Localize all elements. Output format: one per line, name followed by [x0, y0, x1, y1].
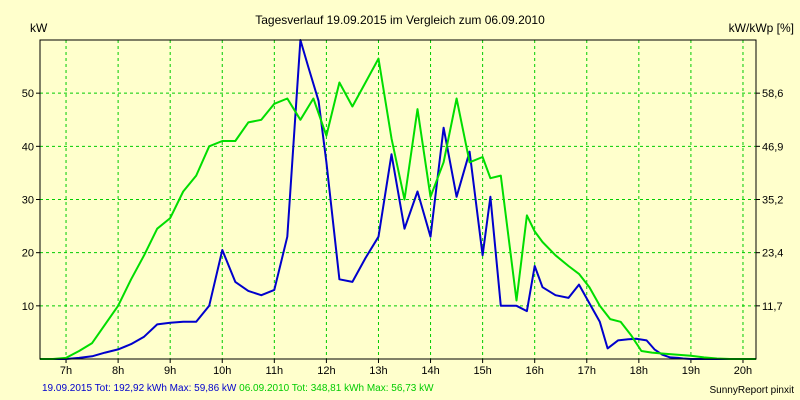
- x-tick-label: 17h: [578, 365, 596, 377]
- series-lines: [39, 39, 757, 360]
- plot-frame: [39, 39, 757, 360]
- y-tick-label: 10: [22, 301, 34, 313]
- x-tick-label: 15h: [473, 365, 491, 377]
- x-tick-label: 9h: [164, 365, 176, 377]
- x-tick-label: 11h: [266, 365, 284, 377]
- x-tick-label: 13h: [369, 365, 387, 377]
- y-tick-label: 50: [22, 88, 34, 100]
- y-right-tick-label: 46,9: [762, 141, 783, 153]
- series1-summary: 19.09.2015 Tot: 192,92 kWh Max: 59,86 kW: [42, 383, 237, 394]
- x-tick-label: 7h: [60, 365, 72, 377]
- y-axis-left-label: kW: [30, 21, 48, 35]
- chart-title: Tagesverlauf 19.09.2015 im Vergleich zum…: [255, 13, 545, 27]
- y-right-tick-label: 58,6: [762, 88, 783, 100]
- x-tick-label: 14h: [421, 365, 439, 377]
- x-tick-label: 20h: [734, 365, 752, 377]
- series-line-2: [40, 57, 756, 360]
- y-right-tick-label: 11,7: [762, 301, 783, 313]
- footer-summary: 19.09.2015 Tot: 192,92 kWh Max: 59,86 kW…: [42, 383, 434, 394]
- x-tick-label: 18h: [630, 365, 648, 377]
- grid-lines: [36, 40, 760, 363]
- y-tick-label: 30: [22, 195, 34, 207]
- tick-labels: 7h 8h 9h 10h 11h 12h 13h 14h 15h 16h 17h 18h 19h 20h 1…: [22, 88, 784, 377]
- y-axis-right-label: kW/kWp [%]: [729, 21, 794, 35]
- x-tick-label: 10h: [213, 365, 231, 377]
- y-right-tick-label: 35,2: [762, 195, 783, 207]
- x-tick-label: 16h: [526, 365, 544, 377]
- y-tick-label: 40: [22, 141, 34, 153]
- x-tick-label: 19h: [682, 365, 700, 377]
- x-tick-label: 8h: [112, 365, 124, 377]
- y-tick-label: 20: [22, 248, 34, 260]
- credit-label: SunnyReport pinxit: [709, 385, 795, 396]
- y-right-tick-label: 23,4: [762, 248, 783, 260]
- series2-summary: 06.09.2010 Tot: 348,81 kWh Max: 56,73 kW: [239, 383, 434, 394]
- x-tick-label: 12h: [317, 365, 335, 377]
